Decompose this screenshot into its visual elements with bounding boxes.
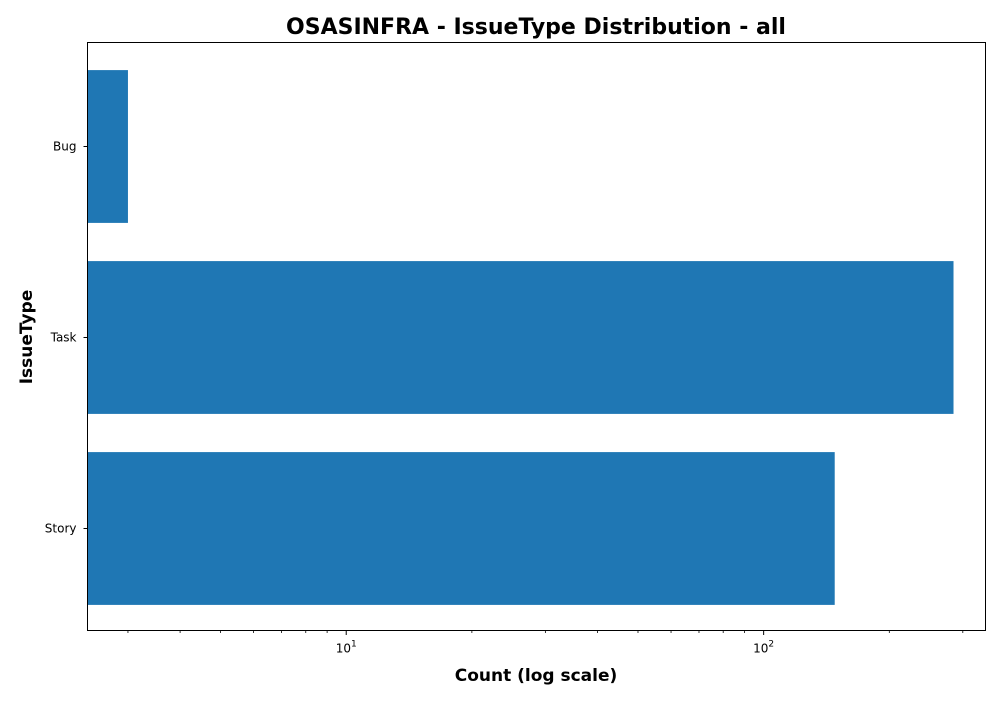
x-axis-ticks: 101 102 (127, 630, 964, 656)
bar-story (87, 452, 835, 605)
plot-area (87, 70, 954, 605)
y-axis-label: IssueType (17, 290, 37, 385)
y-tick-label: Task (50, 331, 77, 345)
y-axis-ticks: Bug Task Story (45, 140, 88, 536)
x-tick-label: 102 (753, 640, 774, 656)
x-axis-label: Count (log scale) (455, 666, 618, 686)
y-tick-label: Bug (53, 140, 76, 154)
x-tick-label: 101 (336, 640, 357, 656)
plot-frame (87, 42, 986, 631)
chart-title: OSASINFRA - IssueType Distribution - all (286, 15, 786, 40)
bar-bug (87, 70, 128, 223)
y-tick-label: Story (45, 522, 77, 536)
bar-task (87, 261, 954, 414)
